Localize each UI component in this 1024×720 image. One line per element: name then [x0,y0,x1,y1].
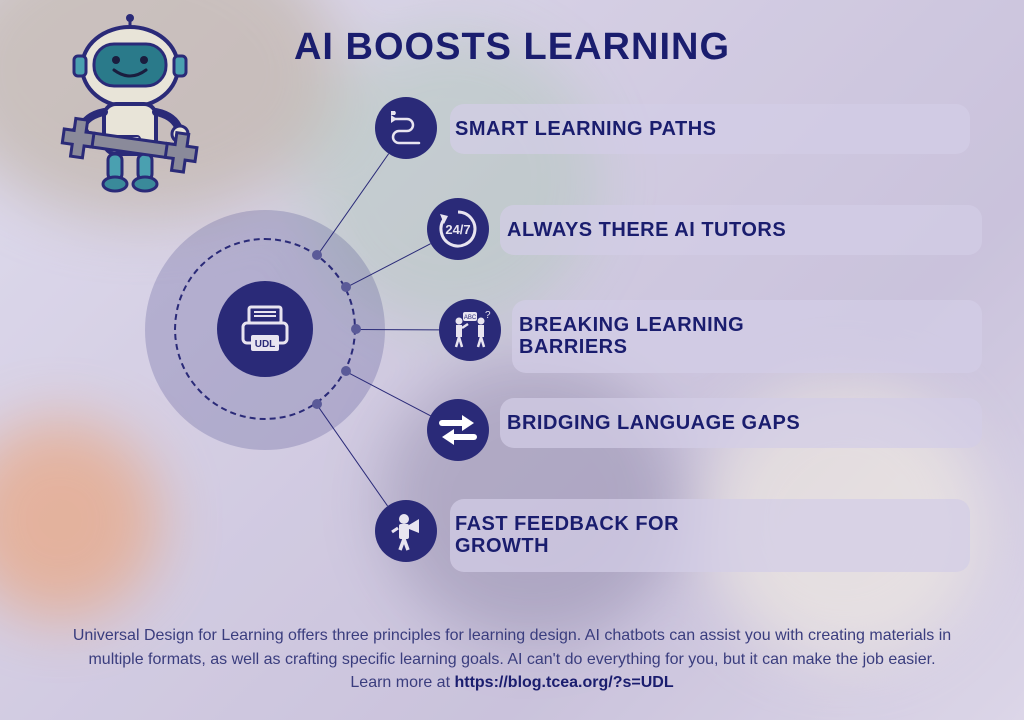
udl-label: UDL [255,339,276,350]
svg-text:24/7: 24/7 [445,222,470,237]
path-icon [375,97,437,159]
svg-text:?: ? [485,310,491,321]
barrier-icon: ? ABC [439,299,501,361]
hub-dot [341,282,351,292]
hub-dot [312,250,322,260]
svg-text:ABC: ABC [464,315,477,321]
item-label-pill: BREAKING LEARNING BARRIERS [512,300,982,373]
item-label-pill: ALWAYS THERE AI TUTORS [500,205,982,255]
robot-mascot: tcea [50,12,210,207]
item-label-pill: BRIDGING LANGUAGE GAPS [500,398,982,448]
item-label-text: SMART LEARNING PATHS [455,118,716,140]
printer-udl-icon: UDL [237,301,293,357]
hub-dot [312,399,322,409]
item-label-text: FAST FEEDBACK FOR GROWTH [455,513,765,558]
hub-udl-icon: UDL [217,281,313,377]
item-label-pill: FAST FEEDBACK FOR GROWTH [450,499,970,572]
hub-dot [341,366,351,376]
item-label-text: BRIDGING LANGUAGE GAPS [507,412,800,434]
item-label-text: ALWAYS THERE AI TUTORS [507,219,786,241]
robot-icon: tcea [50,12,210,202]
footer-text: Universal Design for Learning offers thr… [70,624,954,694]
247-icon: 24/7 [427,198,489,260]
footer-url: https://blog.tcea.org/?s=UDL [454,674,673,691]
item-label-pill: SMART LEARNING PATHS [450,104,970,154]
item-label-text: BREAKING LEARNING BARRIERS [519,314,829,359]
megaphone-icon [375,500,437,562]
exchange-icon [427,399,489,461]
